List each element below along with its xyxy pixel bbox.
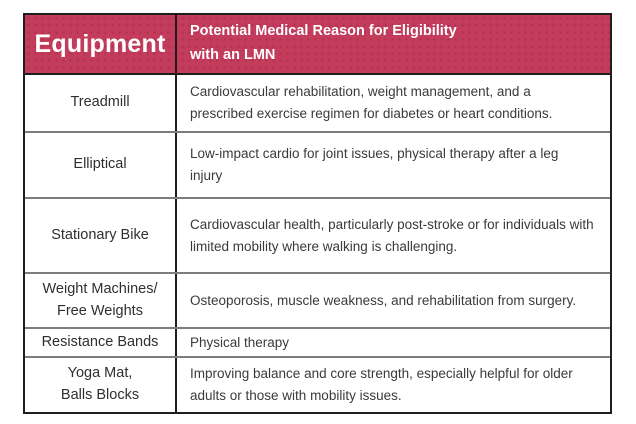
reason-text: Osteoporosis, muscle weakness, and rehab… [190, 292, 577, 308]
equipment-column-title: Equipment [34, 29, 166, 58]
reason-cell: Low-impact cardio for joint issues, phys… [177, 133, 610, 197]
table-row-weight-machines: Weight Machines/ Free Weights Osteoporos… [25, 274, 610, 329]
table-row-elliptical: Elliptical Low-impact cardio for joint i… [25, 133, 610, 199]
header-cell-reason: Potential Medical Reason for Eligibility… [177, 15, 610, 73]
equipment-name: Yoga Mat, Balls Blocks [60, 365, 140, 403]
reason-text: Cardiovascular health, particularly post… [190, 216, 594, 254]
equipment-cell: Resistance Bands [25, 329, 177, 356]
equipment-name: Weight Machines/ Free Weights [42, 280, 158, 319]
reason-text: Cardiovascular rehabilitation, weight ma… [190, 84, 553, 121]
equipment-cell: Stationary Bike [25, 199, 177, 272]
reason-text: Low-impact cardio for joint issues, phys… [190, 146, 559, 183]
equipment-cell: Elliptical [25, 133, 177, 197]
table-row-resistance-bands: Resistance Bands Physical therapy [25, 329, 610, 358]
table-header-row: Equipment Potential Medical Reason for E… [25, 15, 610, 75]
equipment-cell: Weight Machines/ Free Weights [25, 274, 177, 327]
table-row-treadmill: Treadmill Cardiovascular rehabilitation,… [25, 75, 610, 133]
table-row-yoga-mat: Yoga Mat, Balls Blocks Improving balance… [25, 358, 610, 412]
reason-cell: Physical therapy [177, 329, 610, 356]
reason-cell: Cardiovascular rehabilitation, weight ma… [177, 75, 610, 131]
reason-text: Physical therapy [190, 334, 290, 350]
equipment-name: Stationary Bike [51, 226, 149, 243]
reason-cell: Cardiovascular health, particularly post… [177, 199, 610, 272]
header-cell-equipment: Equipment [25, 15, 177, 73]
equipment-name: Treadmill [70, 94, 130, 111]
equipment-name: Elliptical [73, 156, 127, 173]
reason-text: Improving balance and core strength, esp… [190, 366, 573, 403]
reason-column-title: Potential Medical Reason for Eligibility… [190, 23, 457, 63]
equipment-cell: Treadmill [25, 75, 177, 131]
equipment-cell: Yoga Mat, Balls Blocks [25, 358, 177, 412]
equipment-lmn-table: Equipment Potential Medical Reason for E… [23, 13, 612, 414]
reason-cell: Osteoporosis, muscle weakness, and rehab… [177, 274, 610, 327]
equipment-name: Resistance Bands [41, 333, 159, 350]
table-row-stationary-bike: Stationary Bike Cardiovascular health, p… [25, 199, 610, 274]
reason-cell: Improving balance and core strength, esp… [177, 358, 610, 412]
